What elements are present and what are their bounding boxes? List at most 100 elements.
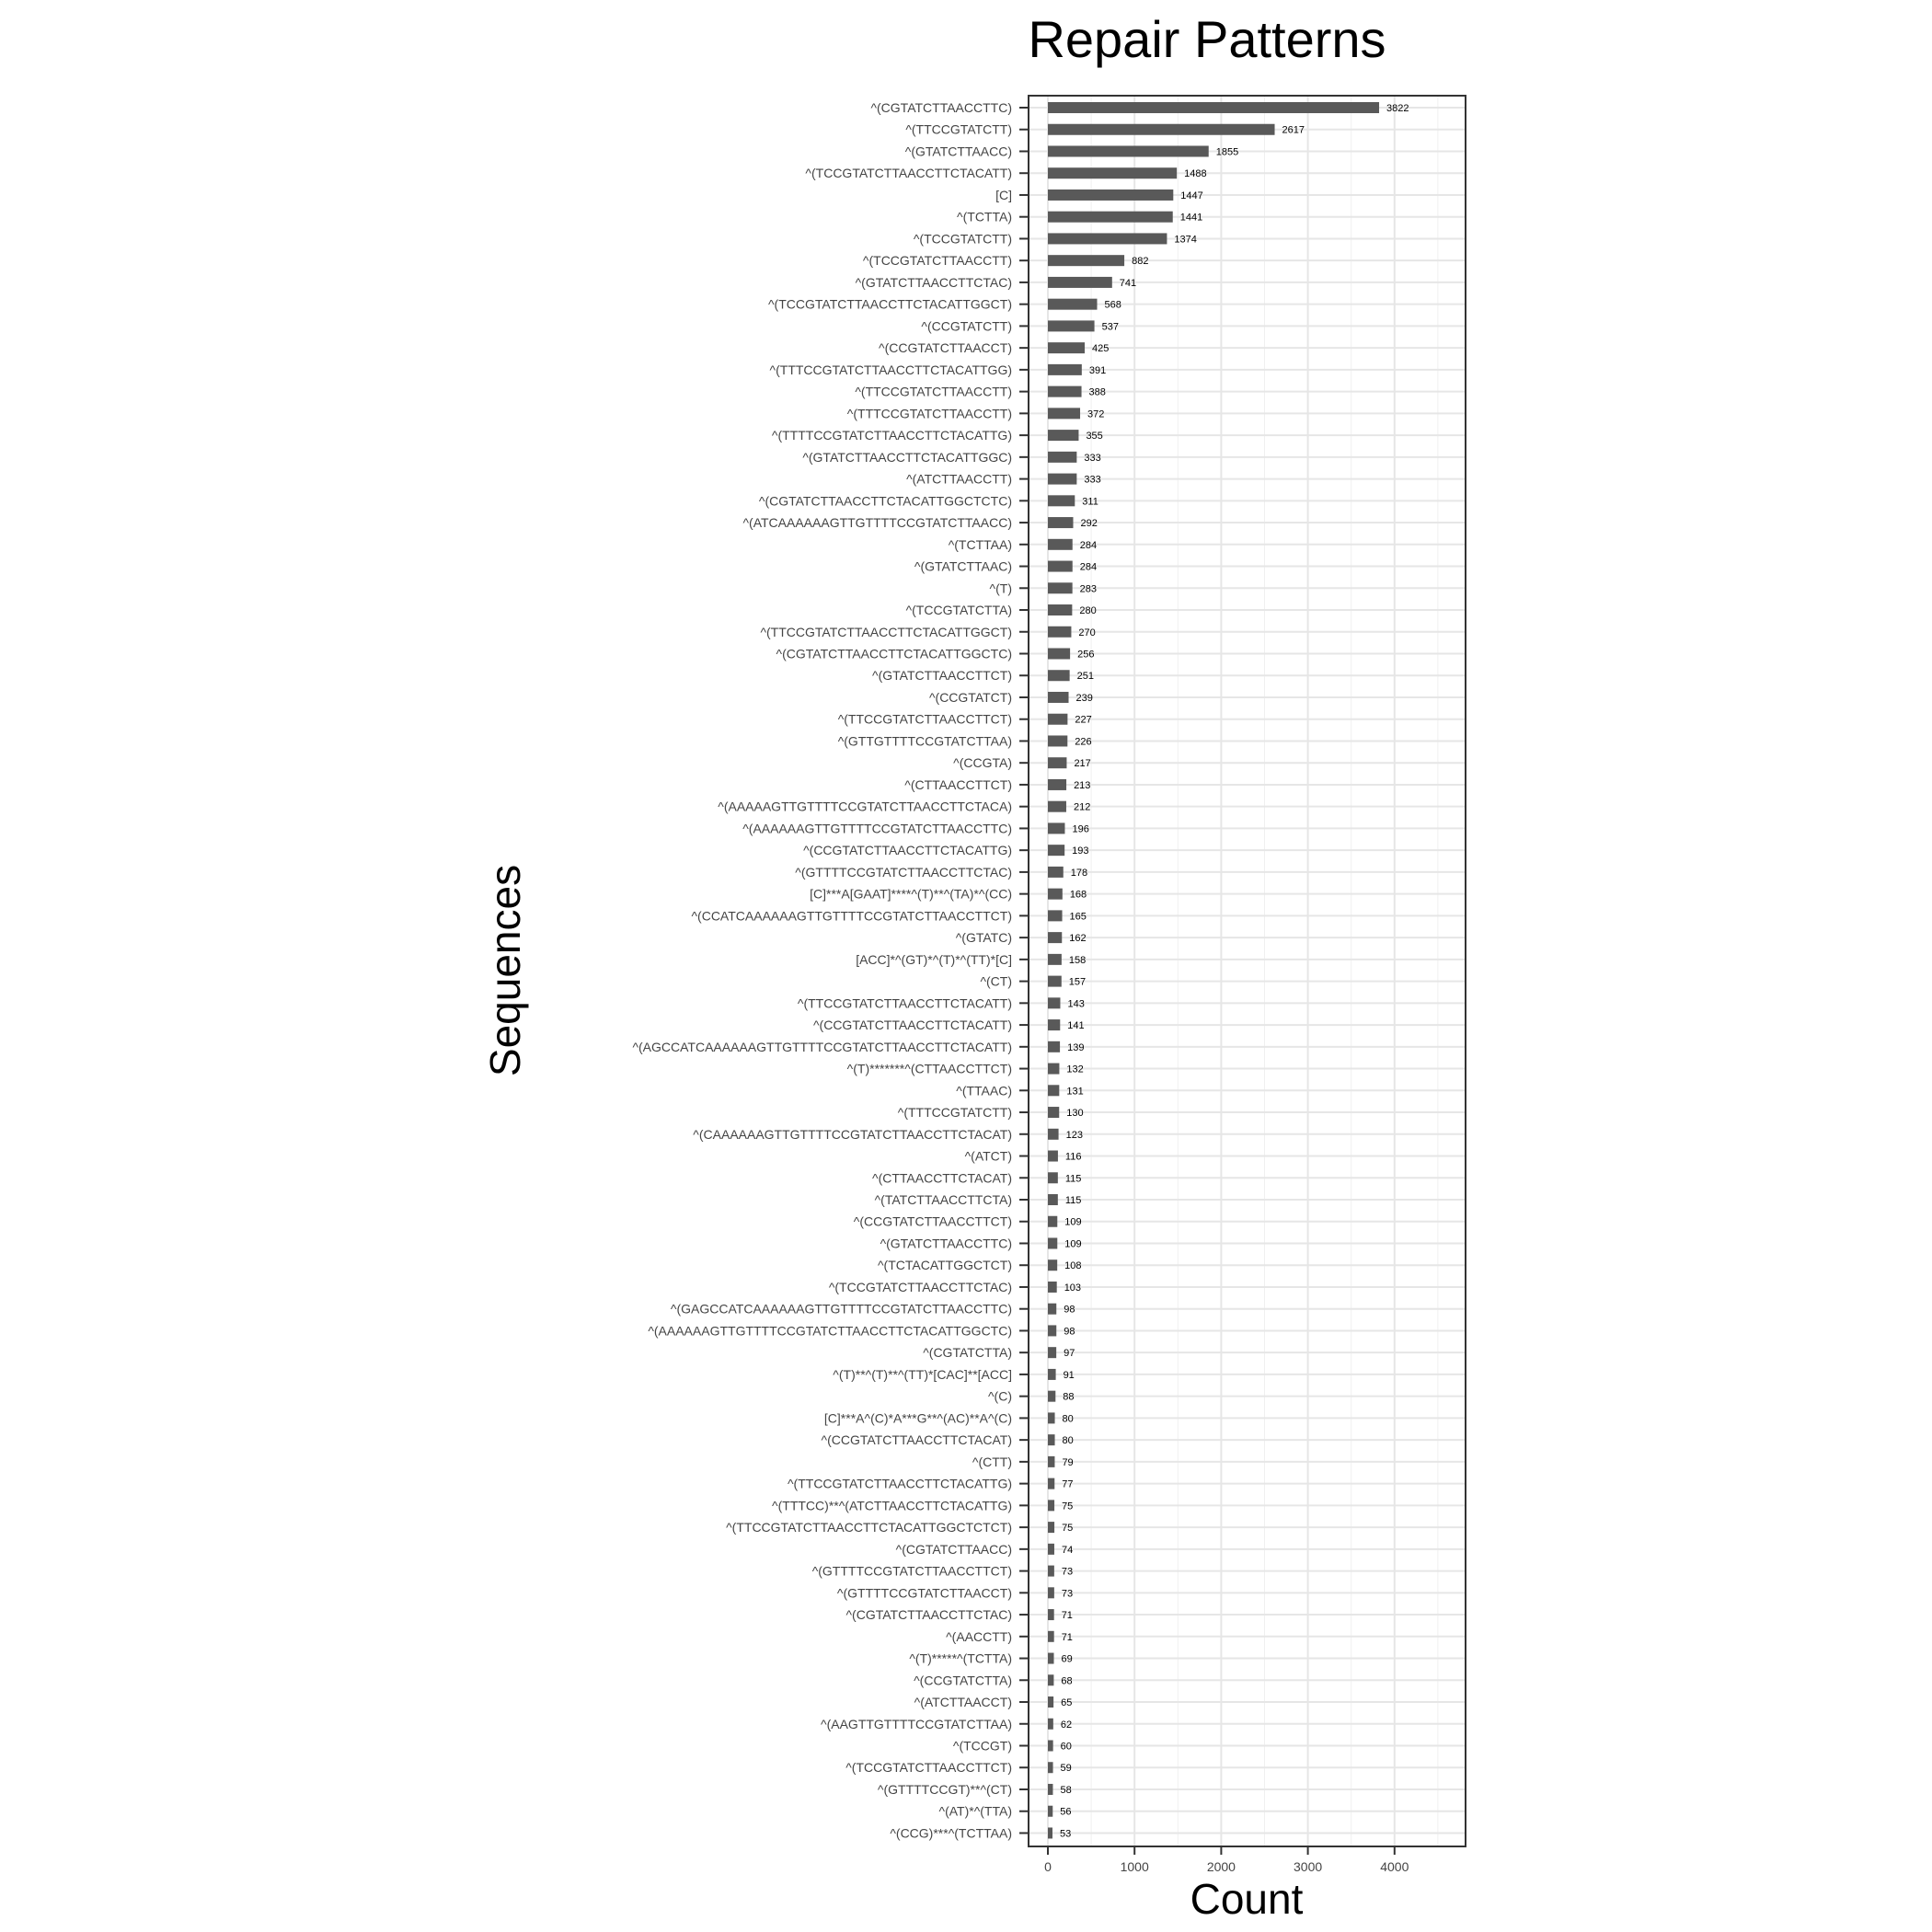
bar-value-label: 123 — [1066, 1130, 1083, 1141]
bar — [1048, 604, 1073, 616]
bar — [1048, 1325, 1057, 1337]
bar-value-label: 2617 — [1282, 125, 1305, 136]
bar — [1048, 1696, 1054, 1708]
bar — [1048, 408, 1081, 420]
bar-value-label: 131 — [1066, 1086, 1083, 1097]
bar — [1048, 822, 1065, 834]
bar-value-label: 68 — [1061, 1675, 1072, 1686]
value-labels: 3822261718551488144714411374882741568537… — [1060, 103, 1409, 1839]
x-tick-label: 2000 — [1207, 1859, 1236, 1874]
bar-value-label: 882 — [1132, 256, 1148, 267]
bar — [1048, 495, 1075, 507]
bar-value-label: 73 — [1062, 1588, 1073, 1599]
bar — [1048, 298, 1098, 310]
bar-value-label: 74 — [1062, 1545, 1073, 1556]
bar-value-label: 98 — [1064, 1305, 1075, 1316]
bar-value-label: 388 — [1089, 387, 1106, 398]
bar — [1048, 975, 1062, 987]
bar-value-label: 1447 — [1180, 190, 1202, 201]
category-label: ^(TCCGTATCTTAACCTTCTAC) — [829, 1280, 1012, 1294]
bar-value-label: 69 — [1061, 1654, 1072, 1665]
bar — [1048, 1434, 1055, 1446]
bar-value-label: 292 — [1081, 518, 1098, 529]
category-label: ^(CTTAACCTTCTACAT) — [872, 1170, 1012, 1185]
category-label: ^(GTATCTTAACCTTCTACATTGGC) — [802, 450, 1012, 465]
bar — [1048, 1674, 1054, 1686]
bar-value-label: 333 — [1084, 475, 1100, 486]
bar-value-label: 108 — [1064, 1260, 1081, 1271]
category-label: ^(TCCGTATCTTAACCTTCTACATT) — [805, 166, 1012, 180]
bar — [1048, 582, 1073, 594]
bar-value-label: 80 — [1063, 1435, 1074, 1446]
bar — [1048, 1281, 1057, 1293]
category-label: ^(AAAAAGTTGTTTTCCGTATCTTAACCTTCTACA) — [718, 799, 1012, 814]
bar-value-label: 1441 — [1180, 213, 1202, 224]
bar-value-label: 193 — [1072, 845, 1088, 857]
bar-value-label: 280 — [1079, 605, 1096, 616]
category-label: ^(CCGTATCTTAACCTTCT) — [854, 1214, 1012, 1229]
bar — [1048, 1500, 1055, 1512]
category-label: ^(TTAAC) — [956, 1083, 1012, 1098]
bar — [1048, 1412, 1055, 1424]
bar-value-label: 71 — [1062, 1632, 1073, 1643]
chart-title: Repair Patterns — [1028, 10, 1386, 68]
category-label: ^(AAAAAAGTTGTTTTCCGTATCTTAACCTTC) — [742, 821, 1012, 835]
bar — [1048, 1063, 1060, 1075]
bar — [1048, 1827, 1052, 1839]
category-label: ^(T)**^(T)**^(TT)*[CAC]**[ACC] — [833, 1367, 1012, 1382]
category-label: ^(CCGTATCTTAACCTTCTACATT) — [813, 1018, 1012, 1032]
bar — [1048, 385, 1082, 397]
category-label: ^(GTTGTTTTCCGTATCTTAA) — [838, 733, 1012, 748]
bar — [1048, 1718, 1053, 1730]
bar-value-label: 568 — [1105, 300, 1121, 311]
bar — [1048, 1543, 1054, 1555]
category-label: ^(TCCGTATCTTAACCTTCTACATTGGCT) — [768, 297, 1012, 312]
bar-value-label: 227 — [1075, 715, 1091, 726]
category-label: ^(CCGTATCT) — [929, 690, 1012, 705]
bar — [1048, 735, 1068, 747]
bar-value-label: 311 — [1082, 496, 1098, 507]
category-label: [C]***A[GAAT]****^(T)**^(TA)*^(CC) — [810, 887, 1012, 902]
bar — [1048, 648, 1071, 660]
bar-value-label: 226 — [1075, 736, 1091, 747]
category-label: ^(AAAAAAGTTGTTTTCCGTATCTTAACCTTCTACATTGG… — [648, 1323, 1012, 1338]
category-label: ^(TTCCGTATCTT) — [905, 122, 1012, 137]
bar — [1048, 1237, 1058, 1249]
bar-value-label: 59 — [1061, 1763, 1072, 1774]
bar-value-label: 284 — [1080, 540, 1097, 551]
bar — [1048, 167, 1178, 179]
bar — [1048, 1172, 1058, 1184]
category-label: ^(TCCGTATCTT) — [914, 231, 1012, 246]
category-label: ^(TCCGTATCTTAACCTTCT) — [845, 1760, 1012, 1775]
category-label: ^(T)*******^(CTTAACCTTCT) — [847, 1062, 1012, 1076]
bar-value-label: 115 — [1065, 1195, 1082, 1206]
bar — [1048, 1259, 1058, 1271]
category-label: ^(TTTTCCGTATCTTAACCTTCTACATTG) — [772, 428, 1012, 443]
category-label: ^(TTTCCGTATCTTAACCTTCTACATTGG) — [770, 362, 1012, 377]
x-axis-ticks: 0 1000 2000 3000 4000 — [1044, 1846, 1409, 1874]
bar-value-label: 115 — [1065, 1173, 1082, 1184]
x-axis-title: Count — [1190, 1875, 1304, 1923]
category-label: ^(TTCCGTATCTTAACCTTCT) — [838, 712, 1012, 727]
x-tick-label: 0 — [1044, 1859, 1052, 1874]
category-label: ^(TTCCGTATCTTAACCTTCTACATTG) — [788, 1477, 1012, 1491]
bar-value-label: 53 — [1060, 1828, 1071, 1839]
bar — [1048, 145, 1209, 157]
category-label: ^(TCCGTATCTTA) — [906, 603, 1012, 617]
bar — [1048, 1587, 1054, 1599]
bar — [1048, 1303, 1057, 1315]
bar — [1048, 1455, 1055, 1467]
category-label: ^(T)*****^(TCTTA) — [909, 1651, 1012, 1666]
bar-value-label: 158 — [1069, 955, 1086, 966]
category-label: ^(TCTACATTGGCTCT) — [878, 1258, 1012, 1272]
bar — [1048, 1368, 1056, 1380]
bar-value-label: 537 — [1102, 321, 1119, 332]
bar-value-label: 75 — [1062, 1523, 1073, 1534]
plot-panel-border — [1028, 95, 1466, 1847]
bar — [1048, 233, 1167, 245]
category-label: ^(CAAAAAAGTTGTTTTCCGTATCTTAACCTTCTACAT) — [693, 1127, 1012, 1142]
bar-value-label: 256 — [1077, 650, 1094, 661]
category-label: ^(TTCCGTATCTTAACCTT) — [855, 385, 1012, 399]
category-label: ^(GTATC) — [956, 930, 1012, 945]
bar — [1048, 320, 1095, 332]
